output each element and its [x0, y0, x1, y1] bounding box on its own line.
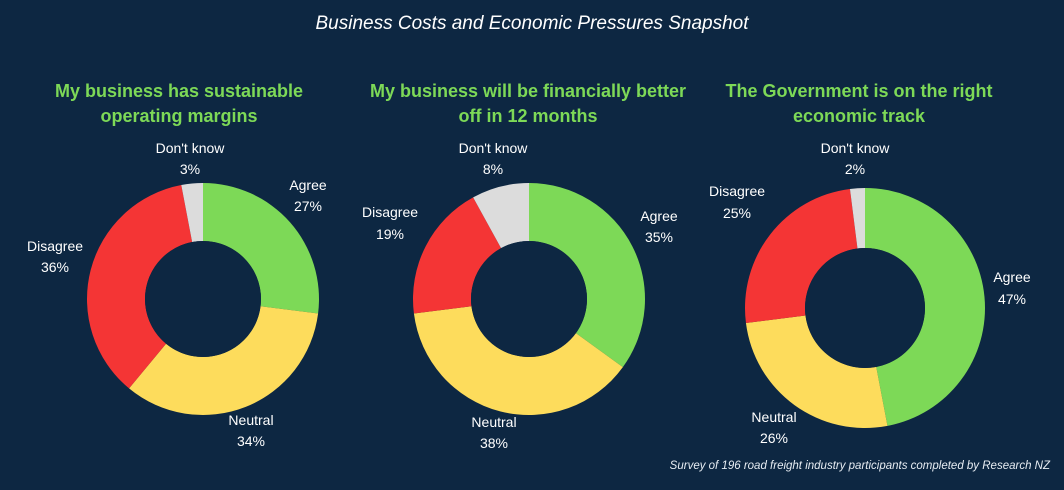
slice-value-disagree: 36% — [41, 259, 69, 275]
slice-disagree — [87, 185, 193, 389]
slice-label-neutral: Neutral — [471, 414, 516, 430]
slice-don-t-know — [181, 183, 203, 243]
slice-value-don-t-know: 2% — [845, 161, 865, 177]
slice-value-don-t-know: 3% — [180, 161, 200, 177]
slice-value-don-t-know: 8% — [483, 161, 503, 177]
page-subtitle: Business Costs and Economic Pressures Sn… — [315, 13, 749, 34]
slice-value-neutral: 38% — [480, 435, 508, 451]
donut-hole — [805, 248, 925, 368]
slice-label-agree: Agree — [993, 269, 1031, 285]
slice-value-agree: 27% — [294, 198, 322, 214]
slice-agree — [529, 183, 645, 368]
slice-value-disagree: 25% — [723, 205, 751, 221]
slice-agree — [203, 183, 319, 314]
slice-disagree — [745, 188, 858, 324]
slice-label-disagree: Disagree — [362, 204, 418, 220]
slice-value-agree: 35% — [645, 229, 673, 245]
slice-don-t-know — [473, 183, 529, 249]
donut-hole — [471, 241, 587, 357]
slice-value-neutral: 26% — [760, 430, 788, 446]
slice-label-agree: Agree — [640, 208, 678, 224]
slice-value-disagree: 19% — [376, 226, 404, 242]
chart-title-financial-outlook: My business will be financially better o… — [369, 81, 687, 126]
slice-label-don-t-know: Don't know — [459, 140, 529, 156]
chart-title-margins: My business has sustainable operating ma… — [54, 81, 304, 126]
slice-value-agree: 47% — [998, 291, 1026, 307]
slice-value-neutral: 34% — [237, 433, 265, 449]
slice-don-t-know — [849, 188, 865, 249]
slice-label-neutral: Neutral — [751, 409, 796, 425]
slice-label-neutral: Neutral — [228, 412, 273, 428]
slice-neutral — [129, 306, 319, 415]
source-footnote: Survey of 196 road freight industry part… — [669, 460, 1050, 472]
slice-label-don-t-know: Don't know — [821, 140, 891, 156]
slice-disagree — [413, 197, 502, 314]
slice-label-don-t-know: Don't know — [156, 140, 226, 156]
slice-label-disagree: Disagree — [709, 183, 765, 199]
slice-label-disagree: Disagree — [27, 238, 83, 254]
slice-agree — [865, 188, 986, 426]
slice-neutral — [413, 306, 623, 415]
chart-title-government-track: The Government is on the right economic … — [725, 81, 993, 126]
slice-label-agree: Agree — [289, 177, 327, 193]
slice-neutral — [745, 315, 888, 429]
donut-hole — [145, 241, 261, 357]
